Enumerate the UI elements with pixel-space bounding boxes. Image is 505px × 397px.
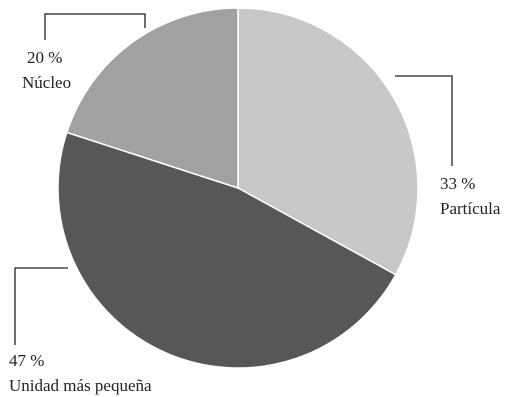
slice-label-nucleo: Núcleo [22, 73, 71, 92]
slice-value-particula: 33 % [440, 174, 475, 193]
pie-slice-nucleo [66, 7, 239, 189]
pie-slice-unidad-mas-pequena [57, 131, 397, 369]
slice-label-particula: Partícula [440, 199, 501, 218]
pie-slices [57, 7, 419, 369]
pie-slice-particula [237, 7, 419, 276]
leader-line-nucleo [44, 13, 146, 40]
slice-value-nucleo: 20 % [27, 48, 62, 67]
leader-line-particula [395, 75, 453, 166]
slice-label-unidad-mas-pequena: Unidad más pequeña [9, 376, 152, 395]
leader-line-unidad-mas-pequena [14, 267, 68, 345]
slice-value-unidad-mas-pequena: 47 % [9, 351, 44, 370]
